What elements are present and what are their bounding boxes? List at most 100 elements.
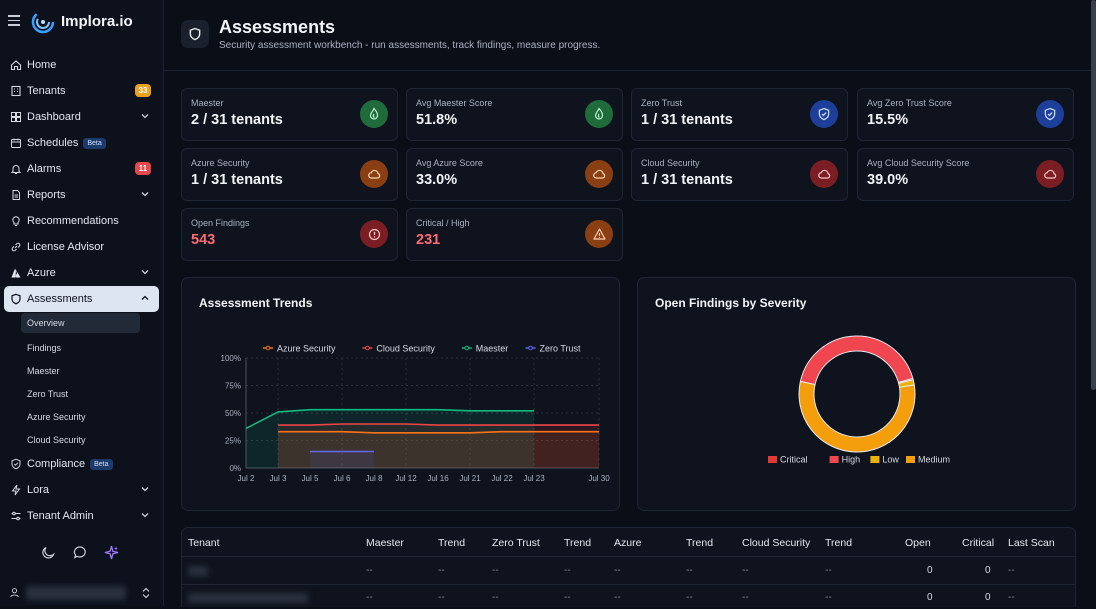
stat-card-maester[interactable]: Maester 2 / 31 tenants bbox=[181, 88, 398, 141]
sidebar-item-label: Schedules bbox=[27, 137, 79, 149]
chevron-up-icon bbox=[141, 295, 149, 300]
column-header[interactable]: Cloud Security bbox=[742, 537, 811, 549]
legend-item: Low bbox=[870, 455, 899, 465]
page-title: Assessments bbox=[219, 17, 336, 37]
menu-icon[interactable] bbox=[8, 15, 20, 27]
page-scrollbar[interactable] bbox=[1091, 0, 1096, 390]
table-cell: -- bbox=[614, 592, 621, 603]
sidebar-item-label: Lora bbox=[27, 484, 50, 496]
legend-item: Zero Trust bbox=[525, 344, 581, 354]
subnav-overview[interactable]: Overview bbox=[21, 313, 140, 333]
table-cell: -- bbox=[366, 592, 373, 603]
sidebar-item-tenants[interactable]: Tenants 33 bbox=[0, 78, 163, 104]
sidebar-item-home[interactable]: Home bbox=[0, 52, 163, 78]
table-cell: -- bbox=[366, 565, 373, 576]
sidebar-item-tenant-admin[interactable]: Tenant Admin bbox=[0, 503, 163, 529]
series-line-maester bbox=[245, 408, 534, 430]
stat-card-open-findings[interactable]: Open Findings 543 bbox=[181, 208, 398, 261]
x-tick-label: Jul 5 bbox=[302, 474, 319, 483]
stat-card-cloud-security[interactable]: Cloud Security 1 / 31 tenants bbox=[631, 148, 848, 201]
brand-name: Implora.io bbox=[61, 13, 133, 30]
chevron-down-icon bbox=[141, 270, 149, 275]
stat-card-azure-security[interactable]: Azure Security 1 / 31 tenants bbox=[181, 148, 398, 201]
legend-marker bbox=[265, 345, 271, 351]
legend-item: Maester bbox=[461, 344, 509, 354]
column-header[interactable]: Trend bbox=[686, 537, 714, 549]
sidebar-item-license-advisor[interactable]: License Advisor bbox=[0, 234, 163, 260]
stat-card-avg-azure[interactable]: Avg Azure Score 33.0% bbox=[406, 148, 623, 201]
column-header[interactable]: Azure bbox=[614, 537, 642, 549]
alert-circle-icon bbox=[360, 220, 388, 248]
table-row[interactable]: -- -- -- -- -- -- -- -- 0 0 -- bbox=[182, 564, 1075, 582]
table-cell: -- bbox=[438, 565, 445, 576]
stat-card-avg-zero-trust[interactable]: Avg Zero Trust Score 15.5% bbox=[857, 88, 1074, 141]
x-tick-label: Jul 8 bbox=[366, 474, 383, 483]
user-menu[interactable] bbox=[0, 583, 163, 605]
panel-title: Open Findings by Severity bbox=[655, 296, 807, 310]
column-header[interactable]: Trend bbox=[564, 537, 592, 549]
sidebar-item-recommendations[interactable]: Recommendations bbox=[0, 208, 163, 234]
shield-icon bbox=[181, 20, 209, 48]
sidebar-item-assessments[interactable]: Assessments bbox=[4, 286, 159, 312]
subnav-zero-trust[interactable]: Zero Trust bbox=[27, 388, 69, 399]
table-row[interactable]: -- -- -- -- -- -- -- -- 0 0 -- bbox=[182, 591, 1075, 609]
x-tick-label: Jul 21 bbox=[459, 474, 481, 483]
subnav-azure-security[interactable]: Azure Security bbox=[27, 411, 86, 422]
stat-card-avg-cloud-security[interactable]: Avg Cloud Security Score 39.0% bbox=[857, 148, 1074, 201]
assessment-trends-panel: Assessment Trends Azure Security Cloud Se… bbox=[181, 277, 620, 511]
sliders-icon bbox=[9, 510, 22, 523]
flask-icon bbox=[360, 100, 388, 128]
chat-icon[interactable] bbox=[73, 545, 88, 560]
cloud-icon bbox=[585, 160, 613, 188]
series-area-cloud-security bbox=[278, 424, 599, 468]
legend-label: Maester bbox=[476, 344, 509, 354]
sidebar-item-reports[interactable]: Reports bbox=[0, 182, 163, 208]
x-tick-label: Jul 23 bbox=[523, 474, 545, 483]
chevron-down-icon bbox=[141, 513, 149, 518]
column-header[interactable]: Trend bbox=[438, 537, 466, 549]
sidebar-item-compliance[interactable]: Compliance Beta bbox=[0, 451, 163, 477]
subnav-maester[interactable]: Maester bbox=[27, 365, 60, 376]
stat-value: 33.0% bbox=[416, 172, 458, 188]
series-line-azure-security bbox=[278, 430, 599, 434]
column-header[interactable]: Zero Trust bbox=[492, 537, 540, 549]
column-header[interactable]: Critical bbox=[962, 537, 995, 549]
stat-card-critical-high[interactable]: Critical / High 231 bbox=[406, 208, 623, 261]
stat-card-avg-maester[interactable]: Avg Maester Score 51.8% bbox=[406, 88, 623, 141]
table-cell: -- bbox=[825, 565, 832, 576]
findings-severity-panel: Open Findings by Severity Critical High Lo… bbox=[637, 277, 1076, 511]
y-tick-label: 25% bbox=[225, 437, 241, 446]
sparkle-icon[interactable] bbox=[104, 545, 119, 560]
sidebar-item-azure[interactable]: Azure bbox=[0, 260, 163, 286]
tenants-count-badge: 33 bbox=[135, 84, 151, 97]
table-cell: 0 bbox=[985, 565, 991, 576]
sidebar-item-dashboard[interactable]: Dashboard bbox=[0, 104, 163, 130]
y-tick-label: 75% bbox=[225, 382, 241, 391]
legend-marker bbox=[528, 345, 533, 351]
stat-label: Cloud Security bbox=[641, 158, 700, 168]
stat-value: 543 bbox=[191, 232, 216, 248]
alarms-count-badge: 11 bbox=[135, 162, 151, 175]
sidebar-item-label: Alarms bbox=[27, 163, 62, 175]
subnav-cloud-security[interactable]: Cloud Security bbox=[27, 434, 86, 445]
sidebar-item-label: Tenant Admin bbox=[27, 510, 94, 522]
sidebar-item-alarms[interactable]: Alarms 11 bbox=[0, 156, 163, 182]
column-header[interactable]: Open bbox=[905, 537, 931, 549]
column-header[interactable]: Tenant bbox=[188, 537, 220, 549]
subnav-findings[interactable]: Findings bbox=[27, 342, 62, 353]
bolt-icon bbox=[9, 484, 22, 497]
sidebar-item-schedules[interactable]: Schedules Beta bbox=[0, 130, 163, 156]
column-header[interactable]: Last Scan bbox=[1008, 537, 1055, 549]
column-header[interactable]: Trend bbox=[825, 537, 853, 549]
table-cell: -- bbox=[742, 592, 749, 603]
sidebar-item-lora[interactable]: Lora bbox=[0, 477, 163, 503]
shield-check-icon bbox=[810, 100, 838, 128]
findings-severity-donut-chart: Critical High Low Medium bbox=[768, 335, 950, 465]
stat-value: 2 / 31 tenants bbox=[191, 112, 283, 128]
lightbulb-icon bbox=[9, 215, 22, 228]
stat-card-zero-trust[interactable]: Zero Trust 1 / 31 tenants bbox=[631, 88, 848, 141]
cloud-icon bbox=[810, 160, 838, 188]
moon-icon[interactable] bbox=[41, 545, 56, 560]
chevron-updown-icon bbox=[142, 587, 150, 599]
column-header[interactable]: Maester bbox=[366, 537, 404, 549]
